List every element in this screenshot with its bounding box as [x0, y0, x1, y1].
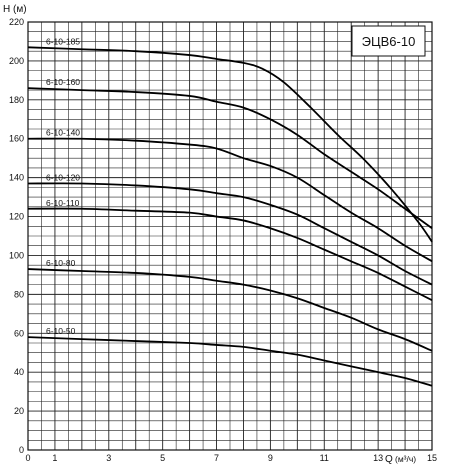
series-labels: 6-10-185 6-10-160 6-10-140 6-10-120 6-10-110…	[46, 36, 80, 336]
plot-border	[27, 21, 433, 451]
y-tick-label: 40	[14, 367, 24, 377]
series-curves	[27, 46, 433, 387]
y-tick-label: 120	[9, 212, 24, 222]
series-label-6-10-50: 6-10-50	[46, 326, 76, 336]
y-tick-label: 220	[9, 17, 24, 27]
series-line-6-10-185	[27, 46, 433, 243]
series-label-6-10-140: 6-10-140	[46, 128, 80, 138]
plot-frame	[27, 21, 433, 451]
series-label-6-10-185: 6-10-185	[46, 36, 80, 46]
y-tick-label: 20	[14, 406, 24, 416]
x-axis-label-prefix: Q	[385, 454, 393, 465]
y-tick-label: 80	[14, 289, 24, 299]
series-line-6-10-80	[27, 268, 433, 352]
series-label-6-10-80: 6-10-80	[46, 258, 76, 268]
series-line-6-10-140	[27, 137, 433, 263]
y-tick-label: 200	[9, 56, 24, 66]
y-tick-label: 140	[9, 173, 24, 183]
x-axis-label: Q (м³/ч)	[385, 454, 416, 465]
series-line-6-10-50	[27, 336, 433, 387]
series-line-6-10-160	[27, 87, 433, 229]
x-tick-label: 1	[52, 453, 57, 463]
y-tick-label: 160	[9, 134, 24, 144]
series-line-6-10-110	[27, 207, 433, 302]
series-label-6-10-120: 6-10-120	[46, 172, 80, 182]
y-tick-labels: 0 20 40 60 80 100 120 140 160 180 200 220	[9, 17, 24, 455]
y-tick-label: 60	[14, 328, 24, 338]
x-axis-label-unit: (м³/ч)	[395, 454, 416, 464]
chart-grid	[27, 21, 433, 451]
series-label-6-10-160: 6-10-160	[46, 77, 80, 87]
y-tick-label: 0	[19, 445, 24, 455]
chart-title: ЭЦВ6-10	[362, 34, 416, 49]
x-tick-label: 0	[25, 453, 30, 463]
series-label-6-10-110: 6-10-110	[46, 198, 80, 208]
x-tick-label: 3	[106, 453, 111, 463]
y-axis-label: H (м)	[3, 4, 27, 15]
title-box: ЭЦВ6-10	[351, 25, 426, 57]
x-tick-label: 11	[320, 453, 329, 463]
y-tick-label: 100	[9, 250, 24, 260]
x-tick-label: 9	[268, 453, 273, 463]
y-tick-label: 180	[9, 95, 24, 105]
x-tick-labels: 0 1 3 5 7 9 11 13 15	[25, 453, 437, 463]
x-tick-label: 5	[160, 453, 165, 463]
x-tick-label: 13	[373, 453, 383, 463]
x-tick-label: 15	[427, 453, 437, 463]
series-line-6-10-120	[27, 182, 433, 286]
x-tick-label: 7	[214, 453, 219, 463]
